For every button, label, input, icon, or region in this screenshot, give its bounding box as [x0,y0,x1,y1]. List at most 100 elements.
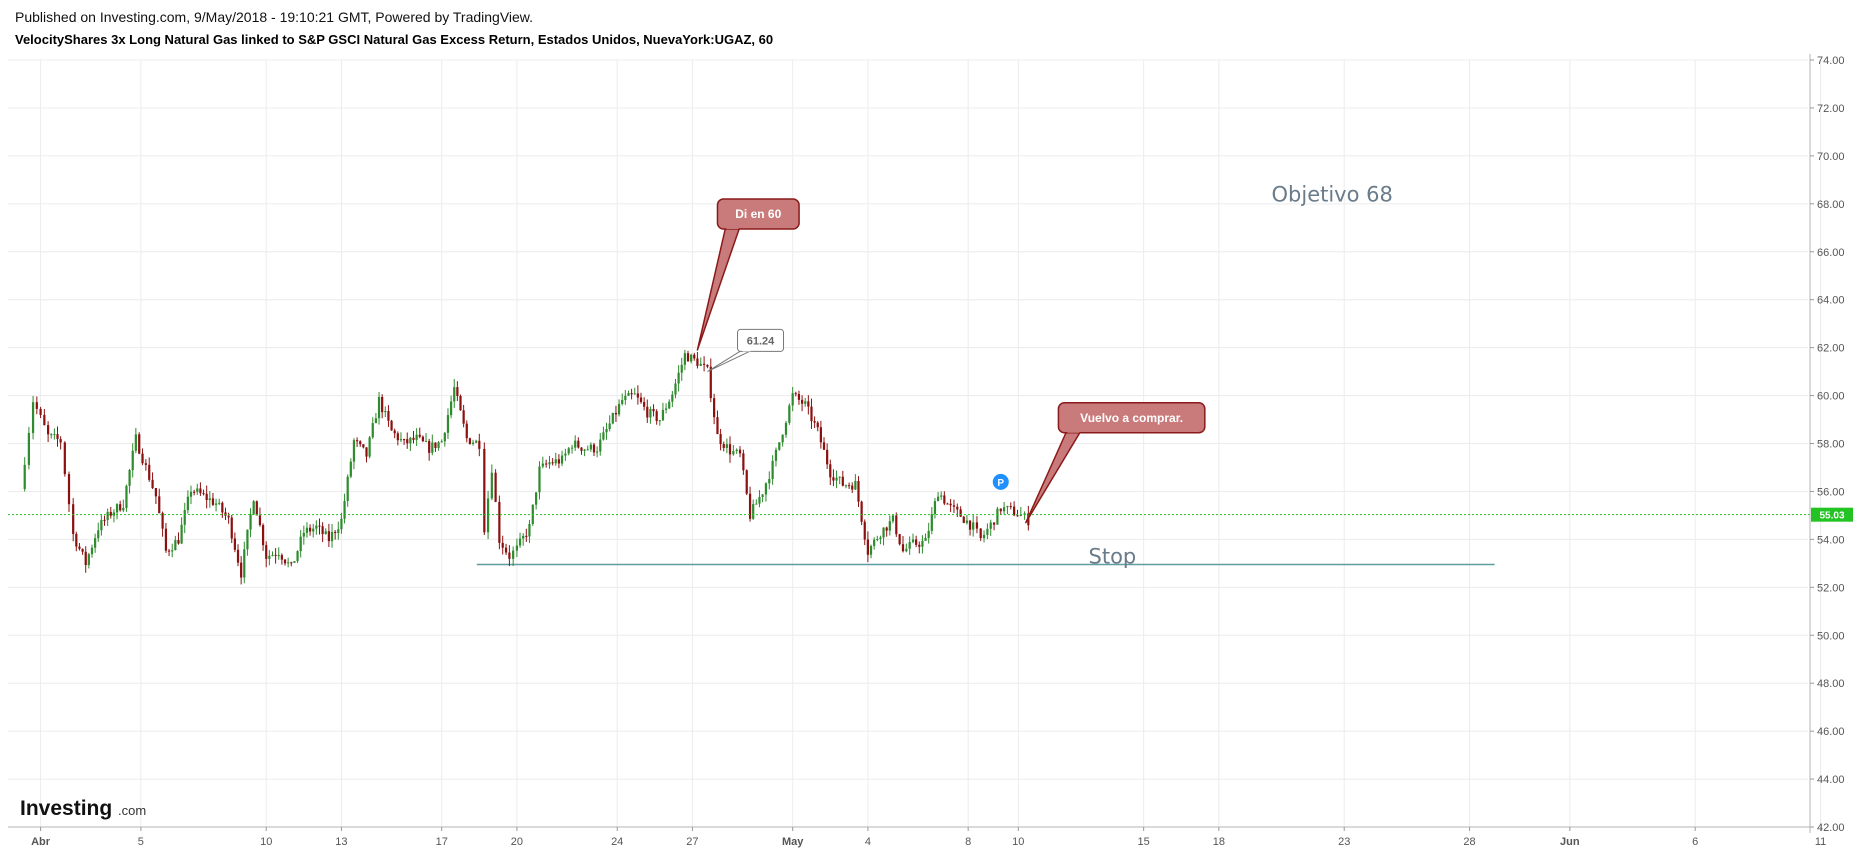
candle-body [577,440,580,448]
candle-body [956,506,959,510]
candle-body [122,507,125,511]
candle-body [924,537,927,541]
candle-body [975,522,979,529]
candle-body [377,396,381,419]
callout-pointer [696,227,741,351]
candle-body [418,434,421,437]
candle-body [699,363,702,366]
candle-body [895,515,898,535]
candle-body [844,485,848,487]
candle-body [490,472,493,499]
candle-body [630,393,633,395]
candle-body [863,521,866,540]
candle-body [158,496,161,514]
x-tick-label: Abr [31,836,51,848]
logo-main-text: Investing [20,797,112,820]
x-tick-label: 5 [138,836,144,848]
p-marker-circle [992,473,1009,490]
candle-body [646,406,649,418]
candle-body [690,354,693,362]
candle-body [171,550,174,552]
candle-body [794,393,797,395]
candle-body [962,516,965,523]
candle-body [459,395,462,411]
candle-body [891,515,895,522]
candle-body [211,498,215,505]
investing-logo: Investing .com [20,797,146,820]
candle-body [486,498,490,533]
annotation-objetivo-68: Objetivo 68 [1272,182,1393,206]
x-tick-label: 18 [1213,836,1225,848]
candle-body [791,393,794,406]
candle-body [857,480,860,502]
candle-body [334,532,337,534]
published-info: Published on Investing.com, 9/May/2018 -… [15,9,534,25]
candle-body [829,464,832,478]
candle-body [498,501,501,543]
candle-body [933,501,937,515]
y-tick-label: 52.00 [1817,582,1845,594]
candle-body [252,501,255,515]
candle-body [115,504,119,513]
candle-body [866,539,869,555]
candle-body [475,440,478,443]
candle-body [709,366,712,399]
candle-body [965,520,969,523]
x-axis[interactable]: Abr 5 10 13 17 20 24 27 May 4 8 10 15 18 23 28 Jun 6 11 [8,826,1826,848]
candle-body [683,353,686,365]
candle-body [196,488,199,492]
x-tick-label: 4 [865,836,871,848]
candle-body [501,542,504,548]
callout-join [726,225,739,230]
candle-body [183,510,186,525]
y-axis[interactable]: 74.00 72.00 70.00 68.00 66.00 64.00 62.00 60.00… [1809,54,1845,834]
callout-box [716,198,800,230]
candle-body [330,532,334,542]
candle-body [151,479,154,489]
logo-sub-text: .com [118,803,146,818]
candle-body [580,447,583,451]
candle-body [1002,507,1006,512]
candle-body [911,539,915,543]
candle-body [355,440,359,442]
candle-body [921,540,924,547]
last-price-badge [1811,507,1853,522]
candle-body [283,559,287,564]
candle-body [406,439,409,444]
candle-body [541,463,544,467]
candle-body [745,470,748,494]
candle-body [800,399,804,404]
candle-body [494,472,497,502]
candle-body [299,536,302,552]
chart-header: Published on Investing.com, 9/May/2018 -… [0,0,1853,58]
candle-body [1006,506,1009,508]
x-tick-label: 27 [686,836,698,848]
price-label-pointer [707,349,752,373]
candle-body [302,532,305,537]
candle-body [1023,513,1026,515]
candle-body [78,546,81,549]
annotation-stop: Stop [1089,544,1137,568]
candle-body [748,493,752,519]
last-price-label: 55.03 [1819,511,1844,522]
candle-body [592,444,596,453]
p-marker: P [992,473,1009,490]
y-tick-label: 72.00 [1817,103,1845,115]
candle-body [112,512,116,516]
candle-body [462,410,465,424]
candle-body [854,480,857,490]
candle-body [164,528,168,551]
candle-body [148,464,151,480]
candle-body [813,421,816,423]
candle-body [67,474,71,505]
candle-body [627,393,630,396]
candle-body [265,545,268,559]
candle-body [128,470,131,486]
y-tick-label: 60.00 [1817,391,1845,403]
candle-body [885,527,888,531]
candle-body [621,399,624,404]
x-tick-label: 20 [511,836,523,848]
candle-body [816,422,819,428]
candle-body [680,364,683,373]
